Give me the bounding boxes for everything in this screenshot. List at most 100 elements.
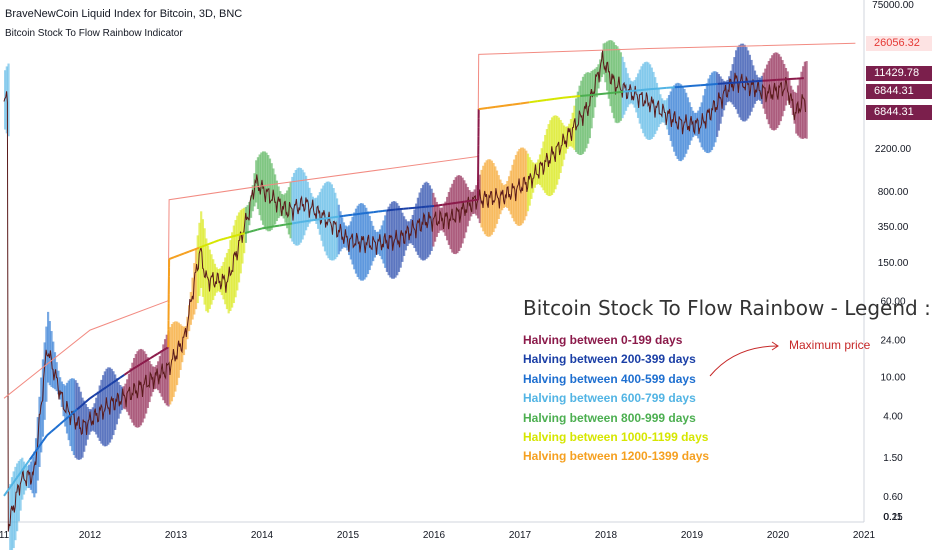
stock-to-flow-segment	[339, 214, 344, 218]
rainbow-band-strip	[698, 106, 702, 143]
stock-to-flow-segment	[683, 84, 693, 88]
rainbow-band-strip	[361, 203, 364, 281]
rainbow-band-strip	[4, 70, 7, 130]
rainbow-band-strip	[16, 463, 19, 532]
rainbow-band-strip	[170, 323, 174, 402]
rainbow-band-strip	[21, 457, 24, 500]
rainbow-band-strip	[143, 351, 146, 419]
legend-item: Halving between 400-599 days	[523, 371, 696, 386]
stock-to-flow-segment	[433, 204, 439, 207]
rainbow-band-strip	[511, 164, 514, 219]
rainbow-band-strip	[29, 461, 32, 490]
stock-to-flow-segment	[257, 227, 263, 231]
rainbow-band-strip	[342, 222, 346, 248]
rainbow-band-strip	[786, 71, 789, 101]
rainbow-band-strip	[100, 379, 103, 444]
price-line	[3, 50, 806, 532]
rainbow-band-strip	[239, 210, 242, 274]
rainbow-band-strip	[160, 350, 163, 397]
stock-to-flow-segment	[473, 198, 479, 202]
rainbow-band-strip	[679, 84, 683, 162]
rainbow-band-strip	[614, 45, 617, 123]
rainbow-band-strip	[384, 215, 387, 268]
rainbow-band-strip	[289, 181, 292, 239]
price-tick-label: 800.00	[878, 187, 909, 198]
rainbow-band-strip	[165, 334, 168, 406]
price-tick-label: 0.25	[883, 512, 903, 523]
stock-to-flow-segment	[28, 452, 35, 461]
rainbow-band-strip	[659, 94, 662, 125]
stock-to-flow-segment	[188, 248, 195, 253]
rainbow-band-strip	[439, 207, 442, 231]
rainbow-band-strip	[131, 362, 134, 423]
rainbow-band-strip	[437, 205, 440, 233]
rainbow-band-strip	[575, 98, 578, 153]
rainbow-band-strip	[348, 225, 351, 256]
maximum-price-arrow	[709, 345, 779, 377]
rainbow-band-strip	[194, 248, 198, 310]
stock-to-flow-segment	[146, 357, 152, 362]
price-tick-label: 0.60	[883, 492, 903, 503]
stock-to-flow-segment	[244, 230, 250, 235]
price-badge: 26056.32	[866, 36, 932, 51]
rainbow-band-strip	[88, 409, 91, 435]
rainbow-band-strip	[267, 155, 270, 232]
rainbow-band-strip	[447, 192, 450, 245]
rainbow-band-strip	[743, 44, 746, 122]
rainbow-band-strip	[150, 364, 153, 397]
rainbow-band-strip	[647, 62, 650, 140]
stock-to-flow-segment	[80, 401, 87, 407]
rainbow-band-strip	[95, 397, 98, 435]
rainbow-band-strip	[198, 222, 201, 297]
legend-item: Halving between 800-999 days	[523, 410, 696, 425]
rainbow-band-strip	[452, 179, 456, 254]
stock-to-flow-segment	[512, 102, 521, 106]
rainbow-band-strip	[59, 377, 62, 400]
stock-to-flow-segment	[270, 225, 276, 228]
rainbow-band-strip	[435, 201, 438, 237]
stock-to-flow-segment	[235, 233, 241, 237]
time-tick-label: 2019	[681, 530, 704, 541]
stock-to-flow-segment	[150, 355, 155, 359]
stock-to-flow-segment	[183, 250, 190, 255]
rainbow-band-strip	[305, 175, 308, 231]
stock-to-flow-segment	[132, 365, 138, 370]
rainbow-band-strip	[626, 73, 629, 108]
rainbow-band-strip	[47, 311, 50, 383]
stock-to-flow-segment	[76, 404, 83, 411]
price-badge: 6844.31	[866, 84, 932, 99]
price-tick-label: 0.11	[884, 512, 903, 523]
rainbow-band-strip	[303, 172, 306, 236]
stock-to-flow-segment	[24, 458, 31, 467]
stock-to-flow-segment	[123, 371, 130, 376]
rainbow-band-strip	[62, 384, 65, 417]
rainbow-band-strip	[139, 348, 143, 426]
rainbow-band-strip	[377, 231, 380, 255]
rainbow-band-strip	[702, 95, 705, 150]
time-tick-label: 2018	[595, 530, 618, 541]
rainbow-band-strip	[10, 477, 14, 550]
rainbow-band-strip	[451, 183, 454, 253]
legend-item: Halving between 1200-1399 days	[523, 449, 710, 464]
rainbow-band-strip	[378, 229, 382, 256]
stock-to-flow-segment	[283, 223, 288, 226]
rainbow-band-strip	[762, 72, 765, 109]
rainbow-band-strip	[784, 67, 788, 106]
stock-to-flow-segment	[309, 219, 314, 222]
rainbow-band-strip	[203, 228, 206, 305]
rainbow-band-strip	[673, 85, 676, 152]
rainbow-band-strip	[495, 170, 499, 224]
price-tick-label: 10.00	[880, 373, 905, 384]
rainbow-band-strip	[569, 119, 573, 147]
rainbow-band-strip	[748, 54, 751, 116]
rainbow-band-strip	[502, 185, 505, 208]
rainbow-band-strip	[643, 62, 647, 137]
time-axis-ticks: 11 2012 2013 2014 2015 2016 2017 2018 2019 2020 20…	[0, 530, 876, 541]
rainbow-band-strip	[681, 86, 684, 160]
time-tick-label: 2012	[79, 530, 102, 541]
rainbow-band-strip	[631, 81, 634, 105]
stock-to-flow-segment	[640, 88, 650, 92]
rainbow-band-strip	[425, 181, 428, 259]
rainbow-band-strip	[389, 203, 392, 278]
maximum-price-arrowhead	[771, 341, 779, 351]
